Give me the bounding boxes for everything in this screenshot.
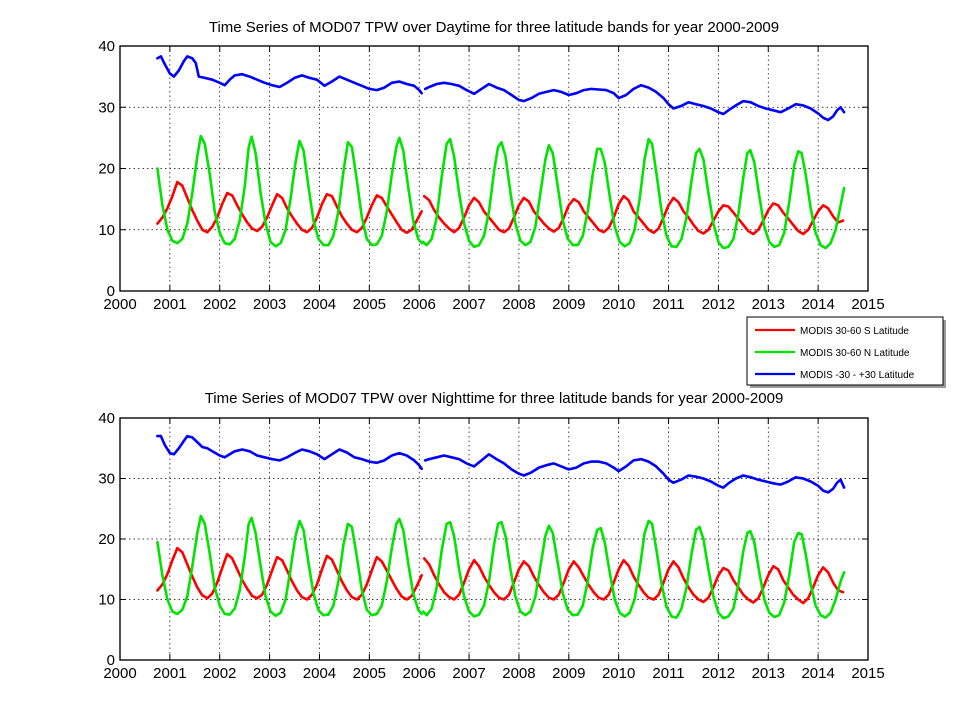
legend-label-n-latitude: MODIS 30-60 N Latitude <box>800 348 910 359</box>
x-tick-label: 2007 <box>452 665 485 682</box>
series-line-modis-30-60-n-latitude-seg1 <box>421 137 846 250</box>
x-tick-label: 2010 <box>602 296 635 313</box>
y-tick-label: 30 <box>98 99 115 116</box>
chart-daytime: Time Series of MOD07 TPW over Daytime fo… <box>98 19 884 313</box>
chart-nighttime: Time Series of MOD07 TPW over Nighttime … <box>98 390 884 682</box>
series-line-modis-30-30-latitude-seg1 <box>423 453 846 494</box>
x-tick-label: 2008 <box>502 665 535 682</box>
series-line-modis-30-60-s-latitude-seg1 <box>422 557 845 605</box>
x-tick-label: 2000 <box>103 665 136 682</box>
x-tick-label: 2006 <box>403 296 436 313</box>
x-tick-label: 2001 <box>153 296 186 313</box>
series-line-modis-30-60-s-latitude-seg1 <box>422 194 845 236</box>
series-line-modis-30-60-n-latitude-seg0 <box>156 134 423 248</box>
legend-label-s-latitude: MODIS 30-60 S Latitude <box>800 326 909 337</box>
y-tick-label: 10 <box>98 222 115 239</box>
series-group-nighttime <box>156 434 846 620</box>
y-tick-label: 20 <box>98 161 115 178</box>
x-tick-label: 2014 <box>801 296 834 313</box>
x-tick-label: 2014 <box>801 665 834 682</box>
chart-title-nighttime: Time Series of MOD07 TPW over Nighttime … <box>205 390 784 407</box>
series-line-modis-30-60-n-latitude-seg0 <box>156 514 423 618</box>
x-tick-label: 2001 <box>153 665 186 682</box>
y-tick-label: 40 <box>98 38 115 55</box>
y-tick-label: 0 <box>107 652 115 669</box>
y-tick-label: 0 <box>107 283 115 300</box>
x-tick-label: 2005 <box>353 665 386 682</box>
x-tick-label: 2013 <box>752 665 785 682</box>
x-tick-label: 2013 <box>752 296 785 313</box>
legend-label-tropics: MODIS -30 - +30 Latitude <box>800 370 915 381</box>
x-tick-label: 2005 <box>353 296 386 313</box>
x-tick-label: 2004 <box>303 665 336 682</box>
series-line-modis-30-30-latitude-seg0 <box>156 55 423 95</box>
y-tick-label: 20 <box>98 531 115 548</box>
x-tick-label: 2009 <box>552 296 585 313</box>
chart-title-daytime: Time Series of MOD07 TPW over Daytime fo… <box>209 19 779 36</box>
y-tick-label: 10 <box>98 592 115 609</box>
x-tick-label: 2006 <box>403 665 436 682</box>
x-tick-label: 2010 <box>602 665 635 682</box>
x-tick-label: 2004 <box>303 296 336 313</box>
x-tick-label: 2015 <box>851 296 884 313</box>
legend: MODIS 30-60 S Latitude MODIS 30-60 N Lat… <box>746 316 946 388</box>
x-tick-label: 2002 <box>203 296 236 313</box>
series-group-daytime <box>156 55 846 250</box>
x-tick-label: 2003 <box>253 665 286 682</box>
x-tick-label: 2015 <box>851 665 884 682</box>
series-line-modis-30-30-latitude-seg0 <box>156 434 423 471</box>
x-tick-label: 2000 <box>103 296 136 313</box>
y-tick-label: 30 <box>98 471 115 488</box>
x-tick-label: 2007 <box>452 296 485 313</box>
x-tick-label: 2002 <box>203 665 236 682</box>
x-tick-label: 2011 <box>652 296 684 313</box>
x-tick-label: 2012 <box>702 665 735 682</box>
series-line-modis-30-30-latitude-seg1 <box>423 81 846 122</box>
x-tick-label: 2003 <box>253 296 286 313</box>
series-line-modis-30-60-n-latitude-seg1 <box>421 519 846 620</box>
x-tick-label: 2011 <box>652 665 684 682</box>
y-tick-label: 40 <box>98 410 115 427</box>
x-tick-label: 2008 <box>502 296 535 313</box>
x-tick-label: 2009 <box>552 665 585 682</box>
x-tick-label: 2012 <box>702 296 735 313</box>
